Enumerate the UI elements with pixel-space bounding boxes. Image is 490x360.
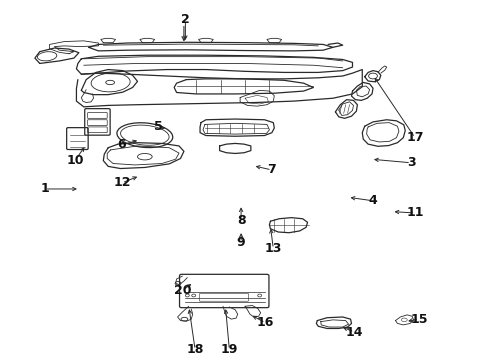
Text: 9: 9	[237, 236, 245, 249]
Text: 5: 5	[154, 121, 162, 134]
Text: 12: 12	[113, 176, 131, 189]
Text: 8: 8	[237, 214, 245, 227]
Text: 7: 7	[268, 163, 276, 176]
Text: 19: 19	[220, 343, 238, 356]
Text: 15: 15	[410, 312, 428, 326]
Text: 10: 10	[66, 154, 84, 167]
Text: 14: 14	[346, 325, 363, 338]
Text: 16: 16	[257, 316, 274, 329]
Text: 20: 20	[174, 284, 191, 297]
Text: 1: 1	[40, 183, 49, 195]
Text: 4: 4	[368, 194, 377, 207]
Text: 13: 13	[265, 242, 282, 255]
Text: 3: 3	[407, 156, 416, 169]
Text: 2: 2	[181, 13, 190, 26]
Text: 17: 17	[406, 131, 424, 144]
Text: 18: 18	[187, 343, 204, 356]
Text: 6: 6	[118, 138, 126, 151]
Text: 11: 11	[406, 207, 424, 220]
